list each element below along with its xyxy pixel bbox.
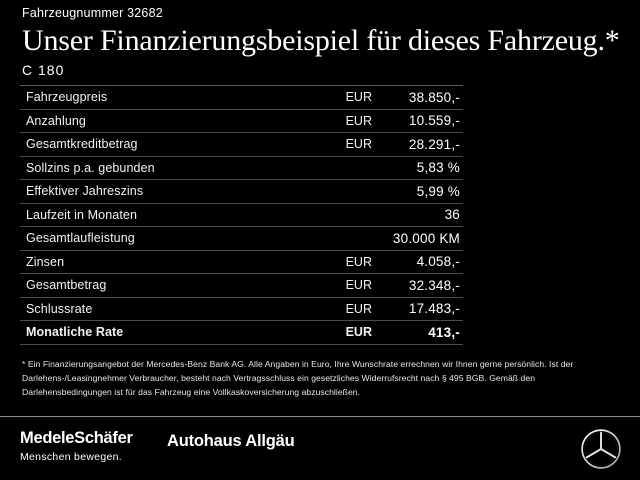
- mercedes-star-icon: [580, 428, 622, 470]
- row-currency: EUR: [345, 113, 372, 128]
- table-row: Anzahlung EUR 10.559,-: [20, 110, 463, 133]
- row-value: 413,-: [428, 324, 460, 340]
- row-value: 17.483,-: [408, 301, 460, 317]
- finance-table: Fahrzeugpreis EUR 38.850,- Anzahlung EUR 10.5…: [20, 85, 463, 345]
- row-value: 32.348,-: [408, 277, 460, 293]
- row-currency: EUR: [345, 90, 372, 105]
- row-value: 5,99 %: [416, 183, 460, 199]
- row-currency: EUR: [345, 278, 372, 293]
- row-value: 5,83 %: [416, 160, 460, 176]
- row-value: 4.058,-: [416, 254, 460, 270]
- row-value: 30.000 KM: [392, 230, 460, 246]
- dealer-name: MedeleSchäfer: [20, 429, 133, 447]
- row-label: Gesamtlaufleistung: [26, 231, 135, 246]
- table-row: Laufzeit in Monaten 36: [20, 204, 463, 227]
- row-value: 28.291,-: [408, 136, 460, 152]
- row-label: Fahrzeugpreis: [26, 90, 108, 105]
- row-label: Monatliche Rate: [26, 325, 124, 340]
- row-value: 38.850,-: [408, 89, 460, 105]
- page-header: Fahrzeugnummer 32682 Unser Finanzierungs…: [0, 0, 640, 79]
- row-currency: EUR: [345, 254, 372, 269]
- table-row: Gesamtbetrag EUR 32.348,-: [20, 274, 463, 298]
- table-row: Effektiver Jahreszins 5,99 %: [20, 180, 463, 204]
- row-label: Laufzeit in Monaten: [26, 207, 138, 222]
- vehicle-model: C 180: [22, 62, 65, 78]
- table-row: Gesamtkreditbetrag EUR 28.291,-: [20, 133, 463, 157]
- row-currency: EUR: [345, 301, 372, 316]
- dealer-tagline: Menschen bewegen.: [20, 451, 122, 463]
- row-value: 10.559,-: [408, 113, 460, 129]
- table-row: Gesamtlaufleistung 30.000 KM: [20, 227, 463, 251]
- row-label: Schlussrate: [26, 301, 93, 316]
- row-currency: EUR: [345, 137, 372, 152]
- vehicle-number: Fahrzeugnummer 32682: [22, 6, 163, 20]
- table-row: Monatliche Rate EUR 413,-: [20, 321, 463, 345]
- row-currency: EUR: [345, 325, 372, 340]
- table-row: Sollzins p.a. gebunden 5,83 %: [20, 157, 463, 180]
- footnote-text: * Ein Finanzierungsangebot der Mercedes-…: [22, 359, 574, 397]
- row-label: Zinsen: [26, 254, 65, 269]
- dealer-secondary-name: Autohaus Allgäu: [167, 432, 295, 450]
- row-label: Gesamtbetrag: [26, 278, 107, 293]
- table-row: Schlussrate EUR 17.483,-: [20, 298, 463, 321]
- row-label: Effektiver Jahreszins: [26, 184, 144, 199]
- page-footer: MedeleSchäfer Menschen bewegen. Autohaus…: [0, 417, 640, 480]
- table-row: Zinsen EUR 4.058,-: [20, 251, 463, 274]
- footer-divider: [0, 416, 640, 417]
- row-label: Gesamtkreditbetrag: [26, 137, 138, 152]
- row-label: Anzahlung: [26, 113, 86, 128]
- table-row: Fahrzeugpreis EUR 38.850,-: [20, 86, 463, 110]
- page-title: Unser Finanzierungsbeispiel für dieses F…: [22, 24, 620, 57]
- dealer-logo: MedeleSchäfer Menschen bewegen.: [20, 429, 133, 464]
- row-label: Sollzins p.a. gebunden: [26, 160, 155, 175]
- row-value: 36: [444, 207, 460, 223]
